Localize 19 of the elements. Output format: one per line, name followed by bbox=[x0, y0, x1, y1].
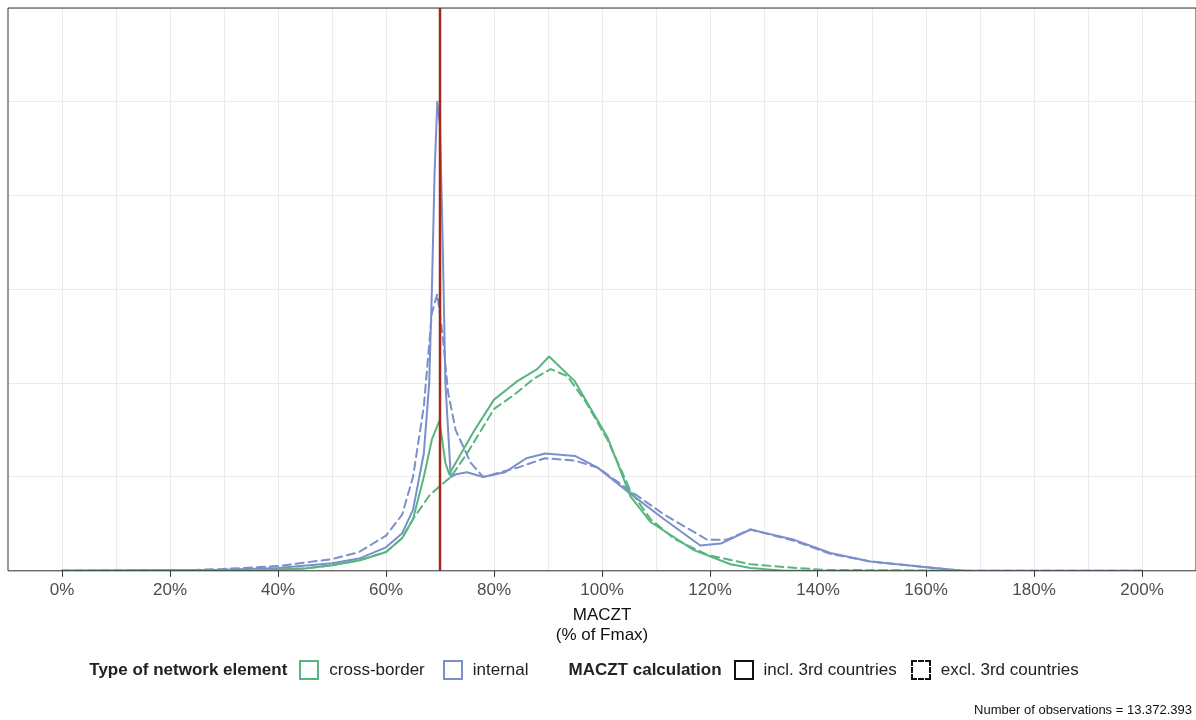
x-tick-label: 200% bbox=[1120, 579, 1164, 599]
text: incl. 3rd countries bbox=[763, 660, 897, 680]
legend-title: Type of network element bbox=[89, 660, 288, 680]
x-tick-label: 160% bbox=[904, 579, 948, 599]
x-tick-label: 0% bbox=[49, 579, 75, 599]
legend-label: internal bbox=[472, 660, 529, 680]
x-tick-label: 40% bbox=[260, 579, 296, 599]
x-tick-label: 100% bbox=[580, 579, 624, 599]
x-tick-label: 60% bbox=[368, 579, 404, 599]
x-tick-label: 120% bbox=[688, 579, 732, 599]
legend-label: cross-border bbox=[329, 660, 425, 680]
x-tick-label: 20% bbox=[152, 579, 188, 599]
x-tick-label: 180% bbox=[1012, 579, 1056, 599]
text: Number of observations = 13.372.393 bbox=[974, 702, 1192, 717]
text: excl. 3rd countries bbox=[940, 660, 1079, 680]
x-tick-label: 140% bbox=[796, 579, 840, 599]
x-axis-title: MACZT (% of Fmax) bbox=[555, 605, 649, 645]
text: MACZT calculation bbox=[568, 660, 722, 680]
x-tick-label: 80% bbox=[476, 579, 512, 599]
